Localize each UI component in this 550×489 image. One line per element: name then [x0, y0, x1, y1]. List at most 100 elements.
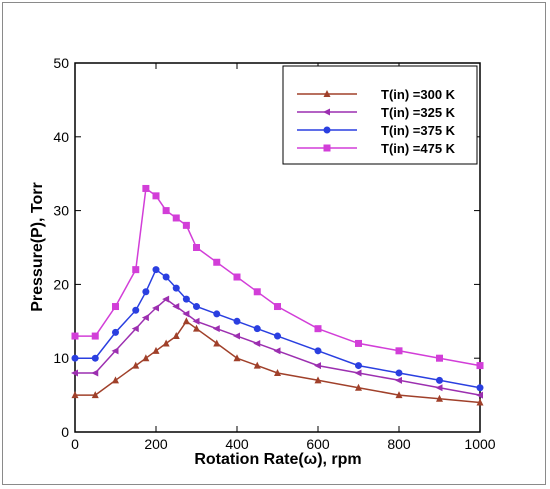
data-point-square — [233, 273, 241, 281]
data-point-square — [91, 332, 99, 340]
data-point-triangle-up — [213, 339, 221, 347]
data-point-square — [142, 184, 150, 192]
series-3 — [71, 266, 484, 392]
data-point-triangle-left — [435, 384, 443, 392]
y-axis-title: Pressure(P), Torr — [29, 182, 46, 312]
data-point-square — [395, 347, 403, 355]
data-point-square — [355, 339, 362, 347]
data-point-square — [253, 288, 261, 296]
legend: T(in) =300 K T(in) =325 K T(in) =375 K T(in… — [282, 65, 478, 165]
data-point-square — [193, 244, 200, 251]
data-point-triangle-left — [71, 369, 78, 377]
data-point-circle — [71, 354, 79, 362]
data-point-triangle-left — [141, 314, 149, 322]
data-point-square — [71, 332, 79, 340]
data-point-circle — [233, 317, 241, 325]
data-point-square — [172, 214, 180, 222]
data-point-circle — [274, 332, 281, 340]
legend-entry: T(in) =300 K — [297, 87, 456, 102]
data-point-circle — [395, 369, 403, 377]
data-point-triangle-up — [172, 332, 180, 340]
y-tick-label: 50 — [53, 55, 69, 71]
data-point-square — [314, 325, 322, 333]
series-1 — [71, 317, 484, 406]
data-point-triangle-left — [152, 304, 159, 312]
data-point-circle — [314, 347, 322, 355]
y-tick-label: 30 — [53, 203, 69, 219]
data-point-circle — [162, 273, 170, 281]
data-point-triangle-up — [152, 346, 160, 354]
y-tick-label: 20 — [53, 276, 69, 292]
legend-entry: T(in) =325 K — [297, 105, 456, 120]
legend-label: T(in) =475 K — [381, 141, 456, 156]
data-point-triangle-left — [172, 303, 180, 311]
data-point-triangle-left — [233, 332, 240, 340]
data-point-triangle-left — [273, 347, 281, 355]
legend-label: T(in) =325 K — [381, 105, 456, 120]
data-point-triangle-left — [212, 325, 220, 333]
y-tick-label: 10 — [53, 350, 69, 366]
data-point-triangle-up — [71, 391, 79, 399]
data-point-circle — [152, 266, 160, 274]
data-point-triangle-left — [111, 347, 119, 355]
series-4 — [71, 184, 484, 370]
data-point-triangle-up — [436, 394, 443, 402]
data-point-triangle-up — [193, 324, 200, 332]
data-point-triangle-up — [476, 398, 484, 406]
data-point-triangle-up — [91, 391, 99, 399]
data-point-triangle-up — [355, 383, 362, 391]
data-point-square — [476, 362, 484, 370]
data-point-square — [213, 258, 221, 266]
data-point-triangle-left — [162, 295, 170, 303]
data-point-square — [323, 144, 331, 152]
data-point-triangle-up — [132, 361, 140, 369]
data-point-circle — [193, 303, 200, 311]
data-point-circle — [91, 354, 99, 362]
data-point-triangle-left — [476, 391, 483, 399]
data-point-triangle-left — [323, 108, 330, 116]
data-point-square — [162, 207, 170, 215]
data-point-square — [182, 221, 190, 229]
x-tick-label: 800 — [387, 436, 411, 452]
data-point-triangle-left — [253, 339, 261, 347]
data-point-triangle-up — [162, 339, 170, 347]
data-point-triangle-left — [192, 317, 200, 325]
data-point-circle — [253, 325, 261, 333]
data-point-triangle-left — [314, 362, 321, 370]
data-point-circle — [132, 306, 140, 314]
data-point-triangle-up — [182, 317, 190, 325]
data-point-circle — [476, 384, 484, 392]
data-point-triangle-up — [314, 376, 322, 384]
data-point-triangle-left — [91, 369, 99, 377]
y-tick-label: 40 — [53, 129, 69, 145]
legend-label: T(in) =375 K — [381, 123, 456, 138]
data-point-square — [132, 266, 140, 274]
x-tick-label: 200 — [144, 436, 168, 452]
data-point-circle — [436, 376, 443, 384]
data-point-circle — [112, 328, 119, 336]
x-tick-label: 600 — [306, 436, 330, 452]
data-point-triangle-up — [395, 391, 403, 399]
data-point-triangle-up — [274, 368, 281, 376]
series-2 — [71, 295, 483, 399]
data-point-triangle-up — [233, 354, 241, 362]
data-point-square — [152, 192, 160, 200]
data-point-square — [436, 354, 443, 362]
y-tick-label: 0 — [61, 424, 69, 440]
x-axis-title: Rotation Rate(ω), rpm — [194, 451, 361, 468]
data-point-triangle-up — [253, 361, 261, 369]
legend-entry: T(in) =375 K — [297, 123, 456, 138]
data-point-circle — [213, 310, 221, 318]
data-point-circle — [355, 362, 362, 370]
series-layer — [71, 184, 484, 406]
data-point-circle — [182, 295, 190, 303]
x-tick-label: 1000 — [464, 436, 495, 452]
x-tick-label: 0 — [71, 436, 79, 452]
x-tick-label: 400 — [225, 436, 249, 452]
data-point-triangle-up — [142, 354, 150, 362]
data-point-square — [112, 303, 119, 311]
data-point-circle — [323, 126, 331, 134]
legend-label: T(in) =300 K — [381, 87, 456, 102]
data-point-square — [274, 303, 281, 311]
data-point-circle — [142, 288, 150, 296]
